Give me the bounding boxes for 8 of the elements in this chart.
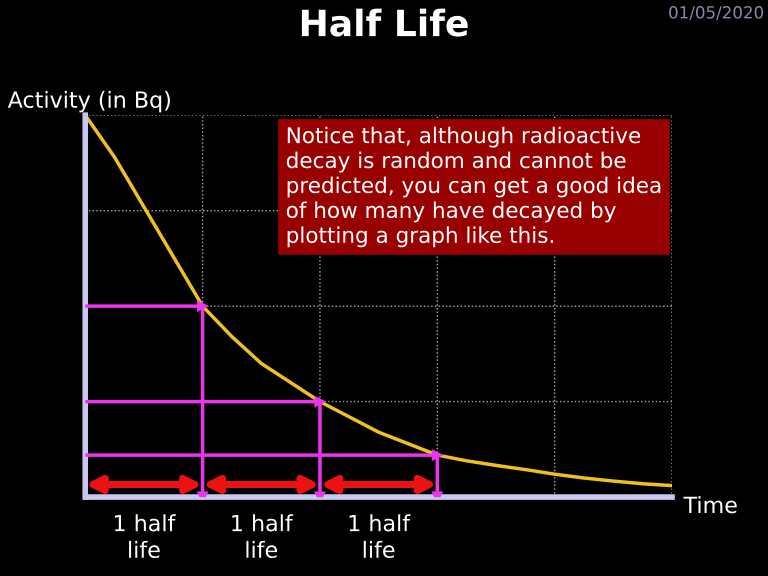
text: 1 half life	[114, 514, 176, 558]
annotation: Notice that, although radioactive decay is random and cannot be predicted, you can get a good idea of how many have decayed by plotting a graph like this.	[286, 126, 660, 248]
chart-title: Half Life	[302, 8, 468, 37]
text: 1 half life	[350, 514, 410, 558]
text: 01/05/2020	[669, 6, 764, 20]
x-axis-title: Time	[683, 496, 737, 514]
text: 1 half life	[232, 514, 294, 558]
y-axis-title: Activity (in Bq)	[8, 90, 170, 112]
